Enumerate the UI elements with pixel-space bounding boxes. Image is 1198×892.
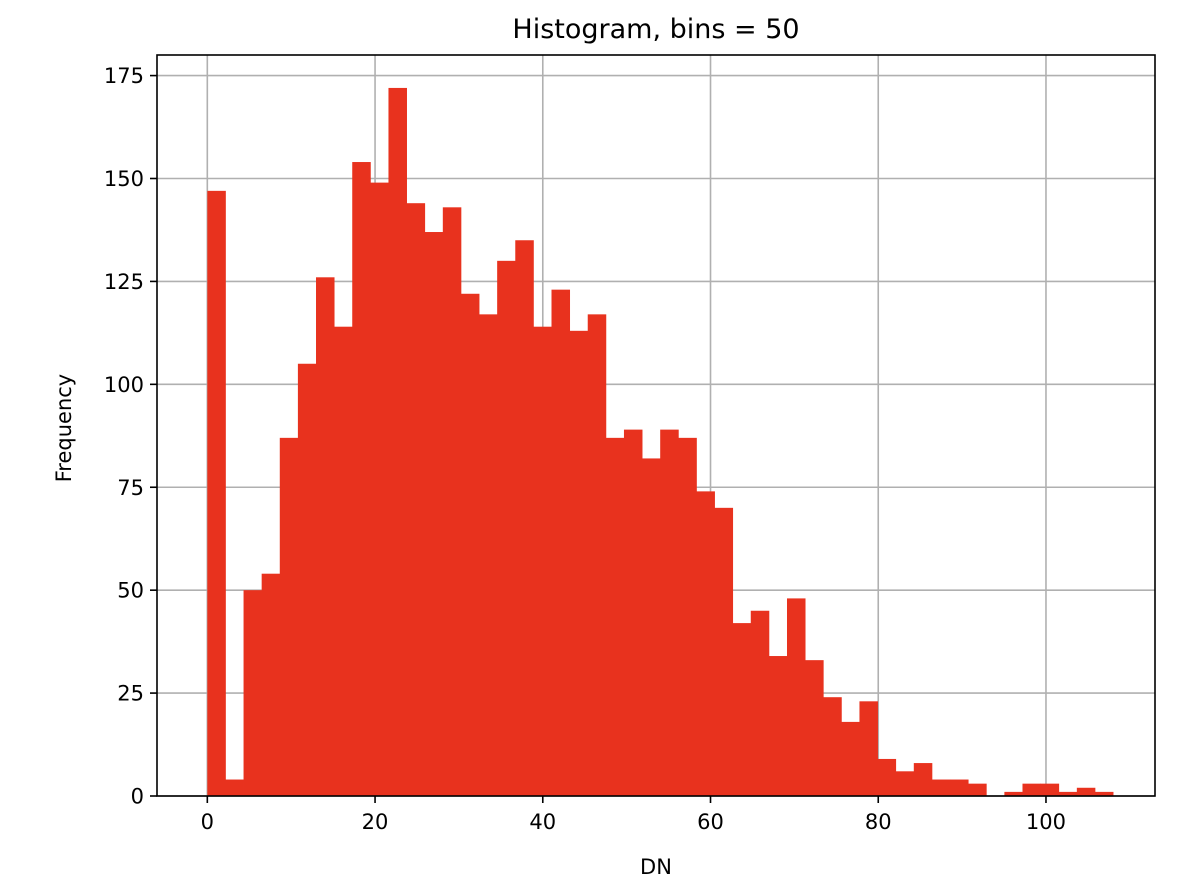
histogram-bar [1076, 787, 1096, 796]
histogram-bar [1022, 783, 1042, 796]
histogram-bar [786, 598, 806, 796]
histogram-bar [460, 293, 480, 796]
y-tick-label: 75 [117, 476, 144, 500]
axis-ticks: 0 20 40 60 80 100 0 25 50 75 100 125 150 175 [104, 64, 1066, 834]
histogram-bar [696, 491, 715, 796]
histogram-bar [1058, 791, 1078, 796]
histogram-bar [207, 190, 226, 797]
x-tick-label: 20 [362, 810, 389, 834]
histogram-bar [442, 207, 462, 797]
y-tick-label: 0 [131, 785, 144, 809]
histogram-bar [406, 203, 426, 796]
histogram-bars [207, 87, 1114, 797]
histogram-bar [841, 721, 860, 796]
x-tick-label: 100 [1026, 810, 1066, 834]
histogram-bar [642, 458, 661, 796]
histogram-bar [261, 573, 281, 796]
histogram-bar [551, 289, 571, 796]
histogram-bar [805, 660, 824, 796]
histogram-bar [243, 590, 263, 796]
histogram-bar [768, 656, 788, 796]
histogram-bar [877, 758, 897, 796]
histogram-bar [931, 779, 951, 796]
histogram-bar [1094, 791, 1114, 796]
histogram-bar [732, 623, 752, 796]
histogram-bar [913, 763, 933, 796]
x-tick-label: 80 [865, 810, 892, 834]
histogram-bar [515, 240, 534, 796]
histogram-bar [605, 437, 625, 796]
histogram-bar [533, 326, 552, 796]
histogram-bar [623, 429, 643, 796]
histogram-bar [388, 87, 407, 796]
histogram-bar [279, 437, 299, 796]
histogram-bar [334, 326, 353, 796]
histogram-bar [968, 783, 987, 796]
histogram-bar [895, 771, 915, 796]
histogram-bar [587, 314, 607, 796]
x-tick-label: 40 [529, 810, 556, 834]
y-tick-label: 125 [104, 270, 144, 294]
histogram-bar [950, 779, 969, 796]
histogram-bar [370, 182, 389, 796]
histogram-bar [316, 277, 335, 796]
y-tick-label: 100 [104, 373, 144, 397]
histogram-bar [1004, 791, 1023, 796]
x-tick-label: 60 [697, 810, 724, 834]
histogram-bar [750, 610, 770, 796]
histogram-bar [352, 162, 371, 797]
chart-title: Histogram, bins = 50 [512, 14, 799, 45]
histogram-bar [859, 701, 878, 796]
x-axis-label: DN [640, 855, 672, 879]
histogram-bar [660, 429, 679, 796]
y-tick-label: 150 [104, 167, 144, 191]
x-tick-label: 0 [201, 810, 214, 834]
histogram-bar [225, 779, 244, 796]
y-axis-label: Frequency [52, 374, 76, 483]
histogram-bar [297, 363, 317, 796]
histogram-bar [678, 437, 697, 796]
histogram-bar [479, 314, 498, 796]
histogram-bar [1040, 783, 1060, 796]
y-tick-label: 175 [104, 64, 144, 88]
y-tick-label: 25 [117, 682, 144, 706]
histogram-bar [424, 232, 444, 796]
histogram-bar [823, 697, 842, 796]
histogram-bar [714, 507, 734, 796]
y-tick-label: 50 [117, 579, 144, 603]
histogram-bar [569, 330, 589, 796]
plot-frame [156, 54, 1156, 797]
histogram-bar [497, 260, 516, 796]
